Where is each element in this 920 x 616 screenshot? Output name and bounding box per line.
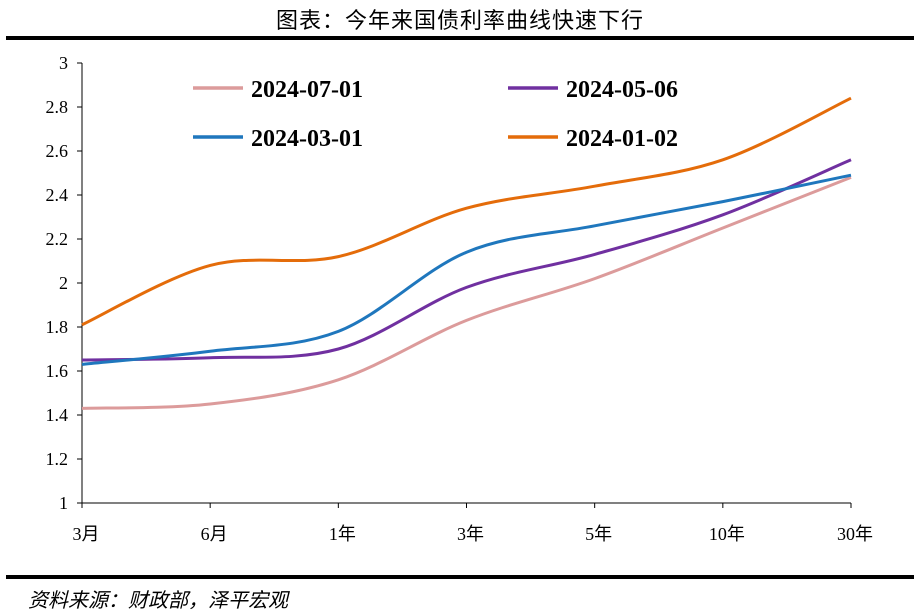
legend-label: 2024-07-01 — [251, 77, 363, 103]
bottom-rule — [6, 575, 914, 579]
x-tick-label: 3月 — [73, 524, 100, 544]
top-rule — [6, 36, 914, 40]
y-tick-label: 2.2 — [46, 229, 69, 249]
series-line-2024-01-02 — [81, 96, 852, 327]
x-tick-label: 3年 — [457, 524, 484, 544]
line-chart: 1 1.2 1.4 1.6 1.8 2 2.2 2.4 2.6 2.8 3 3月 6月 1年 3年 5年 10年… — [46, 53, 874, 544]
chart-axes: 1 1.2 1.4 1.6 1.8 2 2.2 2.4 2.6 2.8 3 3月 6月 1年 3年 5年 10年… — [46, 53, 874, 544]
y-tick-label: 1.4 — [46, 405, 69, 425]
y-tick-label: 2 — [59, 273, 68, 293]
series-line-2024-07-01 — [81, 176, 852, 410]
series-line-2024-03-01 — [81, 173, 852, 366]
chart-legend: 2024-07-01 2024-05-06 2024-03-01 2024-01-02 — [193, 77, 678, 152]
legend-label: 2024-01-02 — [566, 126, 678, 152]
y-tick-label: 3 — [59, 53, 68, 73]
y-tick-label: 1 — [59, 493, 68, 513]
y-tick-label: 1.2 — [46, 449, 69, 469]
y-tick-label: 2.8 — [46, 97, 69, 117]
x-tick-label: 5年 — [585, 524, 612, 544]
legend-label: 2024-05-06 — [566, 77, 678, 103]
source-note: 资料来源：财政部，泽平宏观 — [28, 588, 288, 612]
y-tick-label: 2.6 — [46, 141, 69, 161]
y-tick-label: 2.4 — [46, 185, 69, 205]
series-line-2024-05-06 — [81, 158, 852, 362]
chart-title: 图表：今年来国债利率曲线快速下行 — [275, 9, 644, 34]
x-tick-label: 1年 — [329, 524, 356, 544]
legend-label: 2024-03-01 — [251, 126, 363, 152]
x-tick-label: 10年 — [709, 524, 745, 544]
series-lines — [81, 96, 852, 410]
x-tick-label: 30年 — [837, 524, 873, 544]
y-tick-label: 1.8 — [46, 317, 69, 337]
x-tick-label: 6月 — [201, 524, 228, 544]
y-tick-label: 1.6 — [46, 361, 69, 381]
